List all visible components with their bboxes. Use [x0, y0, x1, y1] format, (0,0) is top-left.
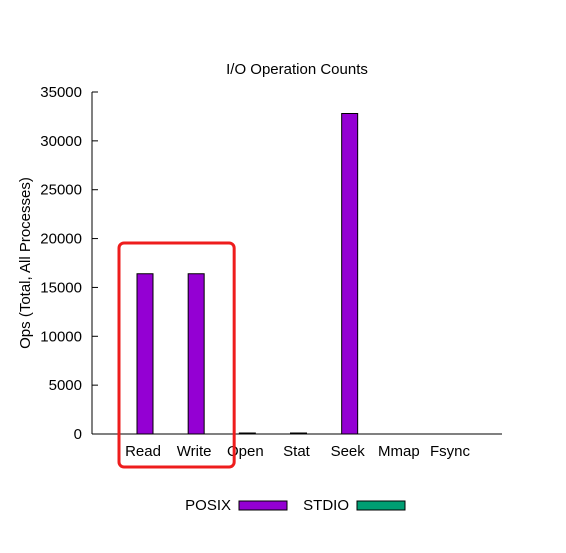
y-tick-label: 0 — [74, 426, 82, 443]
x-tick-label-open: Open — [227, 443, 264, 460]
y-axis-label: Ops (Total, All Processes) — [17, 177, 34, 349]
bar-posix-read — [136, 273, 154, 435]
legend-swatch-posix — [238, 500, 288, 511]
chart-title: I/O Operation Counts — [226, 61, 368, 78]
y-tick-label: 10000 — [40, 328, 82, 345]
x-axis-tick-labels: Read Write Open Stat Seek Mmap Fsync — [125, 443, 470, 460]
legend-label-stdio: STDIO — [303, 497, 349, 514]
bars — [136, 112, 359, 435]
x-tick-label-write: Write — [177, 443, 212, 460]
y-tick-label: 5000 — [49, 377, 82, 394]
x-tick-label-read: Read — [125, 443, 161, 460]
legend-swatch-stdio — [356, 500, 406, 511]
y-tick-label: 15000 — [40, 279, 82, 296]
x-tick-label-mmap: Mmap — [378, 443, 420, 460]
x-tick-label-seek: Seek — [331, 443, 366, 460]
y-tick-label: 30000 — [40, 133, 82, 150]
y-axis-ticks: 0 5000 10000 15000 20000 25000 30000 35000 — [40, 84, 98, 443]
x-tick-label-stat: Stat — [283, 443, 311, 460]
y-tick-label: 20000 — [40, 231, 82, 248]
y-tick-label: 35000 — [40, 84, 82, 101]
highlight-box — [117, 241, 236, 469]
bar-posix-seek — [341, 112, 359, 435]
legend-label-posix: POSIX — [185, 497, 231, 514]
bar-posix-write — [187, 273, 205, 435]
y-tick-label: 25000 — [40, 182, 82, 199]
x-tick-label-fsync: Fsync — [430, 443, 471, 460]
legend: POSIX STDIO — [185, 497, 406, 514]
